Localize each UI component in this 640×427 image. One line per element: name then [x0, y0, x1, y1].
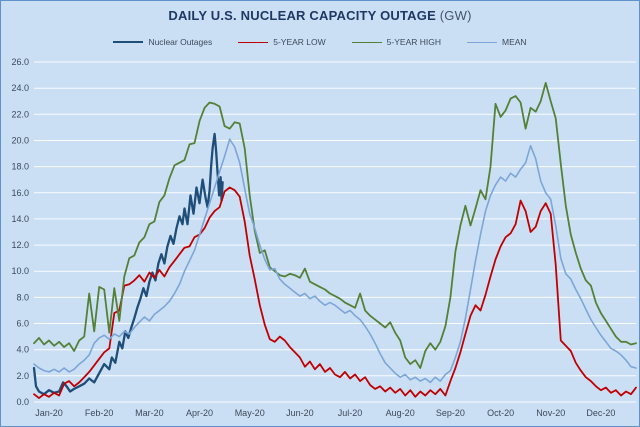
- x-tick-label: Feb-20: [85, 408, 114, 418]
- x-tick-label: Apr-20: [186, 408, 213, 418]
- legend-item-mean: MEAN: [467, 37, 527, 47]
- legend-label-nuclear-outages: Nuclear Outages: [148, 37, 213, 47]
- x-tick-label: Jun-20: [286, 408, 314, 418]
- legend-label-5-year-low: 5-YEAR LOW: [273, 37, 326, 47]
- legend-swatch-5-year-low: [238, 41, 269, 43]
- x-tick-label: Nov-20: [536, 408, 565, 418]
- y-tick-label: 12.0: [11, 240, 29, 250]
- y-tick-label: 16.0: [11, 188, 29, 198]
- legend-swatch-5-year-high: [351, 41, 382, 43]
- chart-title-main: DAILY U.S. NUCLEAR CAPACITY OUTAGE: [168, 8, 436, 23]
- y-tick-label: 10.0: [11, 266, 29, 276]
- legend-item-5-year-low: 5-YEAR LOW: [238, 37, 326, 47]
- y-tick-label: 18.0: [11, 162, 29, 172]
- legend-label-mean: MEAN: [502, 37, 527, 47]
- legend-label-5-year-high: 5-YEAR HIGH: [386, 37, 441, 47]
- y-tick-label: 8.0: [16, 292, 29, 302]
- series-line-5-year-low: [33, 186, 637, 400]
- y-tick-label: 0.0: [16, 397, 29, 407]
- y-tick-label: 20.0: [11, 136, 29, 146]
- y-tick-label: 26.0: [11, 57, 29, 67]
- y-tick-label: 6.0: [16, 319, 29, 329]
- series-line-5-year-high: [33, 82, 637, 369]
- y-tick-label: 2.0: [16, 371, 29, 381]
- x-tick-label: Oct-20: [487, 408, 514, 418]
- legend-item-nuclear-outages: Nuclear Outages: [113, 37, 212, 47]
- x-tick-label: Jan-20: [35, 408, 63, 418]
- y-tick-label: 22.0: [11, 109, 29, 119]
- x-tick-label: Sep-20: [436, 408, 465, 418]
- legend-swatch-mean: [467, 41, 497, 43]
- legend-swatch-nuclear-outages: [113, 41, 144, 43]
- x-tick-label: Jul-20: [338, 408, 363, 418]
- x-tick-label: Dec-20: [586, 408, 615, 418]
- y-tick-label: 4.0: [16, 345, 29, 355]
- legend-item-5-year-high: 5-YEAR HIGH: [351, 37, 441, 47]
- y-tick-label: 24.0: [11, 83, 29, 93]
- chart-title-unit: (GW): [439, 8, 472, 23]
- chart-title: DAILY U.S. NUCLEAR CAPACITY OUTAGE (GW): [1, 8, 639, 23]
- x-tick-label: Mar-20: [135, 408, 164, 418]
- series-line-mean: [33, 138, 637, 384]
- x-tick-label: May-20: [235, 408, 265, 418]
- x-tick-label: Aug-20: [386, 408, 415, 418]
- y-tick-label: 14.0: [11, 214, 29, 224]
- chart-legend: Nuclear Outages 5-YEAR LOW 5-YEAR HIGH MEAN: [1, 37, 639, 47]
